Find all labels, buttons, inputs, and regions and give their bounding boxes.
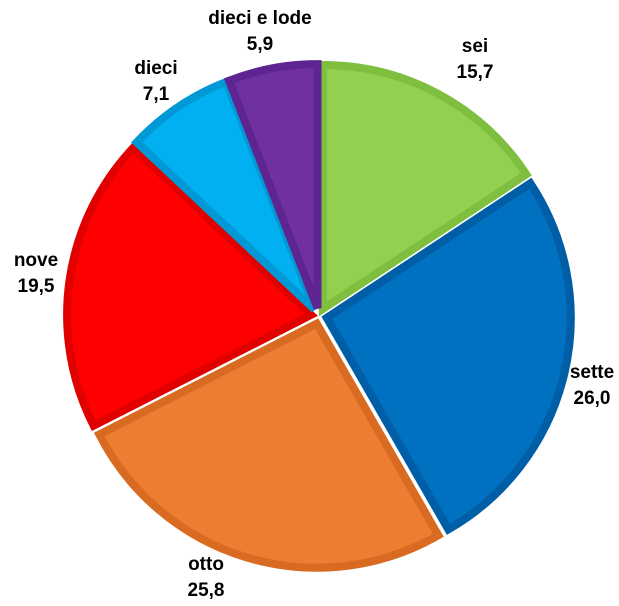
pie-slices [63,60,575,572]
pie-slice-sette [321,177,575,535]
pie-labels: sei 15,7 sette 26,0 otto 25,8 nove 19,5 dieci 7,1… [14,8,614,601]
pie-slice-dieci [131,76,319,313]
pie-slice-nove [63,142,318,432]
slice-label-nove: nove [14,250,58,271]
slice-label-otto: otto [188,554,224,575]
slice-value-dieci: 7,1 [143,84,170,105]
pie-slice-sei [318,60,532,317]
slice-label-sei: sei [462,36,488,57]
slice-label-sette: sette [570,362,614,383]
pie-slice-otto [93,318,444,572]
slice-label-dieci: dieci [134,58,177,79]
slice-value-otto: 25,8 [188,580,225,601]
pie-slice-dieci-e-lode [223,60,322,310]
slice-value-dieci-e-lode: 5,9 [247,34,273,55]
slice-label-dieci-e-lode: dieci e lode [208,8,311,29]
slice-value-nove: 19,5 [18,276,55,297]
slice-value-sette: 26,0 [574,388,611,409]
slice-value-sei: 15,7 [457,62,494,83]
